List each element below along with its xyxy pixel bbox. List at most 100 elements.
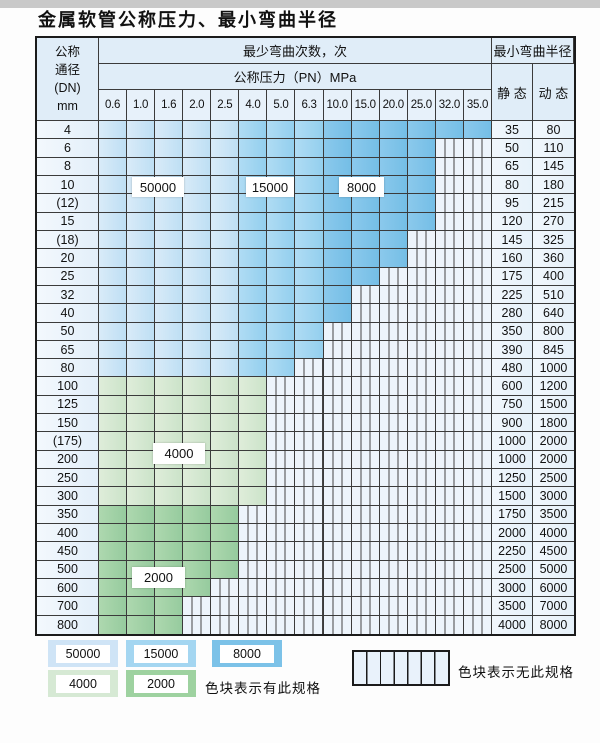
static-radius-cell: 2000 bbox=[491, 524, 533, 543]
spec-cell bbox=[183, 175, 212, 195]
dynamic-radius-cell: 360 bbox=[532, 249, 574, 268]
dynamic-radius-cell: 110 bbox=[532, 139, 574, 158]
static-radius-cell: 2250 bbox=[491, 542, 533, 561]
dn-cell: 25 bbox=[37, 267, 99, 286]
spec-cell bbox=[239, 487, 268, 506]
no-spec-cell bbox=[267, 505, 296, 525]
pn-value-cell: 4.0 bbox=[239, 90, 268, 121]
no-spec-cell bbox=[407, 395, 436, 415]
no-spec-cell bbox=[463, 469, 492, 488]
no-spec-cell bbox=[463, 322, 492, 341]
dn-cell: 20 bbox=[37, 249, 99, 268]
no-spec-cell bbox=[295, 469, 324, 488]
no-spec-cell bbox=[463, 249, 492, 268]
spec-cell bbox=[127, 139, 156, 158]
dynamic-radius-cell: 640 bbox=[532, 304, 574, 323]
pn-value-cell: 6.3 bbox=[295, 90, 324, 121]
spec-cell bbox=[127, 377, 156, 396]
legend-swatch-label: 15000 bbox=[134, 644, 188, 663]
spec-cell bbox=[99, 377, 128, 396]
legend-swatch-15000: 15000 bbox=[126, 640, 196, 667]
dynamic-radius-cell: 5000 bbox=[532, 560, 574, 580]
no-spec-cell bbox=[295, 432, 324, 451]
dn-cell: 15 bbox=[37, 212, 99, 231]
dn-cell: 300 bbox=[37, 487, 99, 506]
no-spec-cell bbox=[435, 359, 464, 378]
no-spec-cell bbox=[323, 542, 352, 561]
pn-value-cell: 25.0 bbox=[407, 90, 436, 121]
spec-cell bbox=[99, 560, 128, 580]
spec-cell bbox=[127, 157, 156, 176]
dynamic-radius-cell: 325 bbox=[532, 230, 574, 250]
spec-cell bbox=[183, 230, 212, 250]
spec-cell bbox=[239, 267, 268, 286]
spec-cell bbox=[267, 304, 296, 323]
static-radius-cell: 120 bbox=[491, 212, 533, 231]
spec-cell bbox=[183, 560, 212, 580]
spec-cell bbox=[127, 469, 156, 488]
spec-cell bbox=[99, 340, 128, 360]
no-spec-cell bbox=[435, 597, 464, 616]
no-spec-cell bbox=[351, 487, 380, 506]
spec-cell bbox=[127, 322, 156, 341]
no-spec-cell bbox=[323, 487, 352, 506]
no-spec-cell bbox=[351, 285, 380, 305]
spec-cell bbox=[183, 414, 212, 433]
spec-cell bbox=[155, 212, 184, 231]
spec-cell bbox=[127, 395, 156, 415]
spec-cell bbox=[155, 285, 184, 305]
no-spec-cell bbox=[351, 322, 380, 341]
no-spec-cell bbox=[323, 414, 352, 433]
static-radius-cell: 350 bbox=[491, 322, 533, 341]
spec-cell bbox=[183, 377, 212, 396]
dynamic-radius-cell: 1200 bbox=[532, 377, 574, 396]
dn-cell: 150 bbox=[37, 414, 99, 433]
spec-cell bbox=[183, 285, 212, 305]
static-radius-cell: 35 bbox=[491, 121, 533, 140]
cycles-header: 最少弯曲次数，次 bbox=[99, 38, 492, 64]
spec-cell bbox=[211, 267, 240, 286]
no-spec-cell bbox=[295, 450, 324, 470]
no-spec-cell bbox=[435, 157, 464, 176]
dynamic-radius-cell: 845 bbox=[532, 340, 574, 360]
no-spec-cell bbox=[407, 560, 436, 580]
pn-value-cell: 20.0 bbox=[379, 90, 408, 121]
dynamic-radius-cell: 4500 bbox=[532, 542, 574, 561]
no-spec-cell bbox=[379, 615, 408, 634]
dynamic-radius-cell: 6000 bbox=[532, 579, 574, 598]
spec-table: 公称 通径 (DN) mm 最少弯曲次数，次 最小弯曲半径 公称压力（PN）MPa 静 … bbox=[35, 36, 576, 636]
spec-cell bbox=[211, 395, 240, 415]
spec-cell bbox=[183, 249, 212, 268]
dn-cell: 10 bbox=[37, 175, 99, 195]
cycles-annotation-4000: 4000 bbox=[153, 443, 205, 464]
dn-cell: 350 bbox=[37, 505, 99, 525]
no-spec-cell bbox=[295, 359, 324, 378]
no-spec-cell bbox=[435, 505, 464, 525]
spec-cell bbox=[155, 322, 184, 341]
no-spec-cell bbox=[379, 285, 408, 305]
static-radius-cell: 600 bbox=[491, 377, 533, 396]
spec-cell bbox=[239, 139, 268, 158]
no-spec-cell bbox=[463, 285, 492, 305]
no-spec-cell bbox=[239, 579, 268, 598]
no-spec-cell bbox=[407, 469, 436, 488]
spec-cell bbox=[211, 432, 240, 451]
static-radius-cell: 1000 bbox=[491, 450, 533, 470]
no-spec-cell bbox=[407, 230, 436, 250]
spec-cell bbox=[295, 139, 324, 158]
no-spec-cell bbox=[295, 487, 324, 506]
no-spec-cell bbox=[435, 340, 464, 360]
spec-cell bbox=[323, 230, 352, 250]
no-spec-cell bbox=[295, 615, 324, 634]
no-spec-cell bbox=[407, 542, 436, 561]
no-spec-cell bbox=[379, 414, 408, 433]
no-spec-cell bbox=[463, 395, 492, 415]
spec-cell bbox=[351, 212, 380, 231]
no-spec-cell bbox=[435, 487, 464, 506]
spec-cell bbox=[127, 615, 156, 634]
dynamic-radius-cell: 8000 bbox=[532, 615, 574, 634]
spec-cell bbox=[267, 157, 296, 176]
spec-cell bbox=[211, 505, 240, 525]
dynamic-radius-cell: 270 bbox=[532, 212, 574, 231]
spec-cell bbox=[183, 157, 212, 176]
